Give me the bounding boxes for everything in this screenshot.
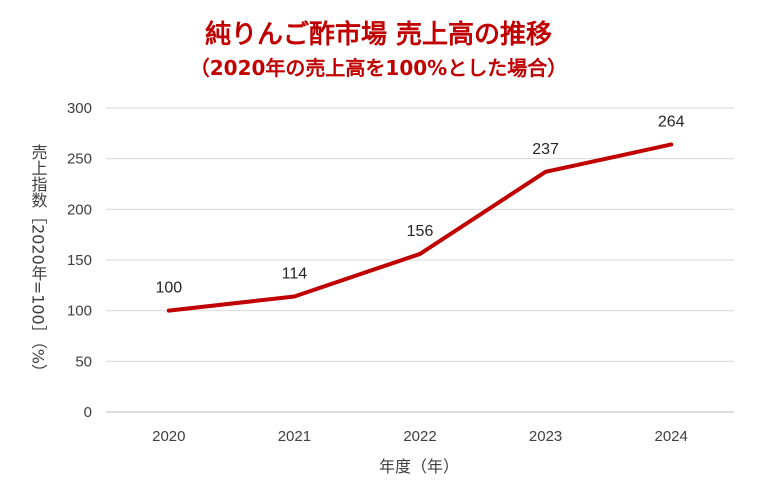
x-axis-label: 年度（年）: [379, 457, 459, 476]
data-label: 156: [407, 223, 434, 240]
gridlines: [106, 107, 734, 413]
x-tick-label: 2021: [278, 428, 311, 445]
y-tick-label: 200: [67, 201, 92, 218]
data-label: 100: [155, 280, 182, 297]
y-tick-label: 50: [75, 353, 92, 370]
y-tick-label: 0: [84, 404, 92, 421]
y-tick-label: 150: [67, 252, 92, 269]
x-axis-ticks: 2020 2021 2022 2023 2024: [152, 428, 688, 445]
chart-title: 純りんご酢市場 売上高の推移: [204, 20, 553, 50]
x-tick-label: 2023: [529, 428, 562, 445]
data-label: 114: [282, 265, 308, 282]
data-labels: 100 114 156 237 264: [155, 113, 684, 296]
y-tick-label: 100: [67, 303, 92, 320]
y-tick-label: 250: [67, 151, 92, 168]
x-tick-label: 2022: [403, 428, 436, 445]
y-axis-ticks: 0 50 100 150 200 250 300: [67, 100, 92, 421]
y-tick-label: 300: [67, 100, 92, 117]
x-tick-label: 2020: [152, 428, 185, 445]
x-tick-label: 2024: [655, 428, 688, 445]
y-axis-label: 売上指数［2020年=100］（%）: [29, 144, 48, 380]
data-label: 237: [532, 141, 559, 158]
data-label: 264: [658, 113, 685, 130]
chart-subtitle: （2020年の売上高を100%とした場合）: [189, 56, 568, 80]
series-line: [166, 142, 674, 313]
